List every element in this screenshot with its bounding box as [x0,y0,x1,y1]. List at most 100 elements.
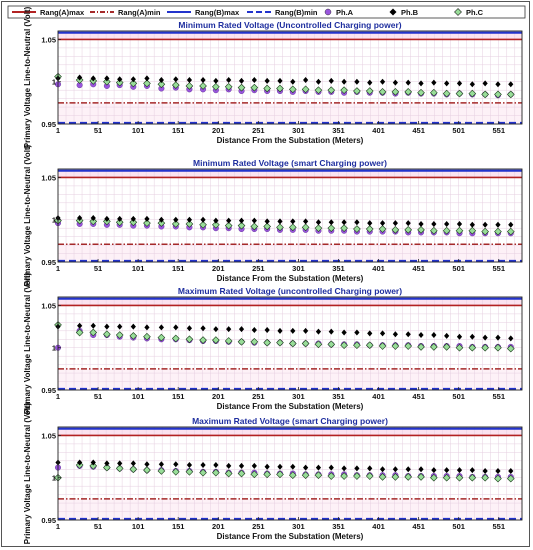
plot-border [57,296,523,391]
point-ph-c [276,223,284,232]
point-ph-b [354,219,360,226]
x-axis-label: Distance From the Substation (Meters) [217,274,364,283]
x-tick-label: 201 [212,392,225,401]
point-ph-c [301,223,310,232]
point-ph-b [508,467,514,474]
point-ph-c [185,82,194,90]
point-ph-b [469,221,475,228]
point-ph-c [442,89,451,98]
point-ph-c [250,83,259,92]
x-tick-label: 201 [212,126,225,135]
x-tick-label: 551 [493,522,506,531]
y-tick-label: 0.95 [41,386,56,395]
legend: Rang(A)max Rang(A)min Rang(B)max Rang(B)min… [7,5,526,19]
point-ph-b [367,220,373,227]
point-ph-b [200,77,206,84]
point-ph-c [327,340,336,349]
point-ph-b [303,77,309,84]
point-ph-b [90,459,96,466]
x-tick-label: 151 [172,522,185,531]
point-ph-c [506,227,515,236]
point-ph-b [495,467,501,474]
point-ph-c [89,462,98,470]
point-ph-c [237,469,246,478]
x-tick-label: 1 [56,522,60,531]
point-ph-c [506,90,515,99]
point-ph-c [340,224,348,233]
point-ph-b [367,79,373,86]
point-ph-c [237,83,246,92]
point-ph-b [77,322,83,329]
point-ph-b [431,332,437,339]
x-tick-label: 101 [132,522,145,531]
point-ph-c [417,473,425,481]
point-ph-b [495,81,501,88]
y-tick-label: 0.95 [41,120,56,129]
point-ph-b [264,77,270,84]
point-ph-b [200,462,206,469]
legend-marker [324,8,332,16]
point-ph-c [455,226,464,235]
x-tick-label: 451 [412,264,425,273]
point-ph-c [157,333,166,342]
x-tick-label: 501 [452,392,465,401]
legend-label: Ph.B [401,8,419,17]
point-ph-c [506,474,515,483]
point-ph-c [301,85,310,94]
point-ph-b [277,77,283,84]
x-tick-label: 101 [132,392,145,401]
point-ph-c [199,82,207,90]
point-ph-b [392,220,398,227]
point-ph-b [238,462,245,469]
point-ph-b [104,75,110,82]
point-ph-b [328,464,334,471]
point-ph-b [354,465,360,472]
point-ph-b [158,324,164,331]
point-ph-b [77,459,83,466]
y-axis-label: Primary Voltage Line-to-Neutral (Volt) [23,402,32,544]
point-ph-c [263,222,271,231]
point-ph-b [456,467,463,474]
x-tick-label: 551 [493,126,506,135]
point-ph-c [143,219,151,227]
y-tick-label: 1.05 [41,301,56,310]
point-ph-b [144,324,150,331]
point-ph-c [276,84,284,93]
point-ph-c [263,470,271,479]
point-ph-c [115,78,124,87]
point-ph-c [430,226,438,235]
point-ph-c [468,343,477,352]
point-ph-b [264,218,270,225]
point-ph-b [405,220,411,227]
point-ph-c [212,220,220,229]
point-ph-c [171,81,180,89]
point-ph-c [442,343,451,351]
point-ph-c [340,86,348,95]
point-ph-c [103,77,111,86]
x-tick-label: 251 [252,522,265,531]
point-ph-c [327,86,336,95]
point-ph-b [379,78,386,85]
point-ph-c [157,219,166,227]
point-ph-b [303,464,309,471]
legend-marker [454,8,462,16]
point-ph-c [250,470,259,479]
x-tick-label: 501 [452,264,465,273]
point-ph-c [481,343,489,352]
x-tick-label: 401 [372,126,385,135]
point-ph-c [481,227,489,236]
point-ph-c [494,90,502,99]
point-ph-b [213,217,219,224]
point-ph-b [392,331,398,338]
point-ph-b [482,334,488,341]
x-tick-label: 101 [132,126,145,135]
lower-band [58,498,522,520]
point-ph-b [431,79,437,86]
point-ph-c [224,469,233,478]
point-ph-c [417,226,425,234]
upper-band [58,298,522,306]
x-tick-label: 401 [372,392,385,401]
point-ph-b [341,219,347,226]
grid [57,296,522,391]
point-ph-b [144,461,150,468]
